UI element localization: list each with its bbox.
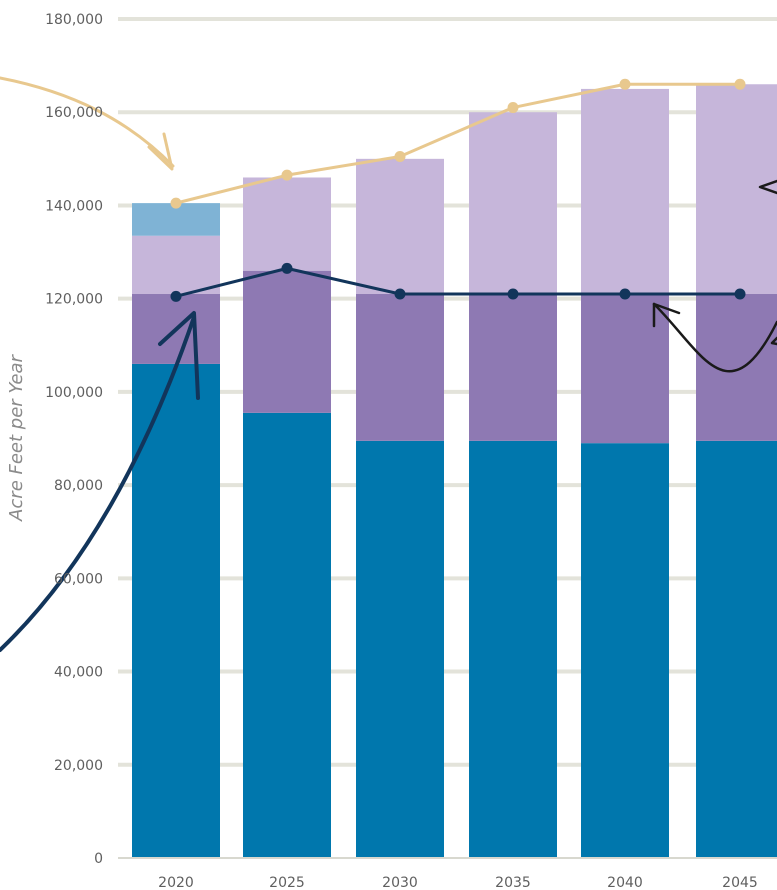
x-tick-label: 2020 [158,875,194,890]
x-tick-label: 2035 [495,875,531,890]
bar-segment [581,443,669,858]
bar-segment [243,177,331,271]
series-line [174,82,742,205]
y-tick-label: 180,000 [45,12,103,28]
y-tick-label: 60,000 [54,571,103,587]
y-tick-label: 0 [94,851,103,867]
black-annotation-arrow [652,302,777,373]
y-tick-label: 120,000 [45,292,103,308]
bar-segment [469,440,557,858]
stacked-bars [132,84,777,858]
series-point [170,197,182,209]
bar-segment [581,294,669,444]
bar-segment [132,235,220,295]
navy-annotation-arrow [0,315,196,652]
top-right-annotation-arrow [758,179,777,195]
bar-segment [243,412,331,858]
bar-segment [696,440,777,858]
x-tick-label: 2025 [269,875,305,890]
annotations [0,76,777,652]
bar-segment [356,294,444,441]
bar-segment [581,88,669,295]
bar-segment [243,270,331,413]
gold-annotation-arrowhead [147,132,174,171]
y-tick-label: 20,000 [54,758,103,774]
y-tick-label: 40,000 [54,665,103,681]
y-tick-label: 80,000 [54,478,103,494]
bar-segment [469,112,557,295]
bar-segment [132,363,220,858]
series-point [619,78,631,90]
x-tick-label: 2045 [722,875,758,890]
series-point [281,262,293,274]
black-annotation-arrowhead [652,302,681,328]
series-point [281,169,293,181]
gridlines [118,17,777,767]
series-line [174,266,742,298]
x-tick-label: 2040 [607,875,643,890]
bar-segment [356,440,444,858]
series-point [394,288,406,300]
series-point [394,151,406,163]
navy-annotation-arrowhead [158,311,200,400]
right-edge-annotation-arrow [770,336,777,346]
y-tick-label: 160,000 [45,105,103,121]
y-axis-title: Acre Feet per Year [6,353,27,521]
series-point [734,288,746,300]
gold-annotation-arrow [0,76,175,168]
y-axis-tick-labels: 0 20,000 40,000 60,000 80,000 100,000 120,000 1… [45,12,103,867]
series-point [507,288,519,300]
series-point [170,290,182,302]
bar-segment [469,294,557,441]
y-tick-label: 100,000 [45,385,103,401]
series-point [734,78,746,90]
series-point [619,288,631,300]
bar-segment [696,294,777,441]
series-point [507,102,519,114]
x-tick-label: 2030 [382,875,418,890]
overlay-lines [170,78,746,302]
y-tick-label: 140,000 [45,198,103,214]
bar-segment [356,158,444,295]
x-axis-tick-labels: 2020 2025 2030 2035 2040 2045 [158,875,758,890]
